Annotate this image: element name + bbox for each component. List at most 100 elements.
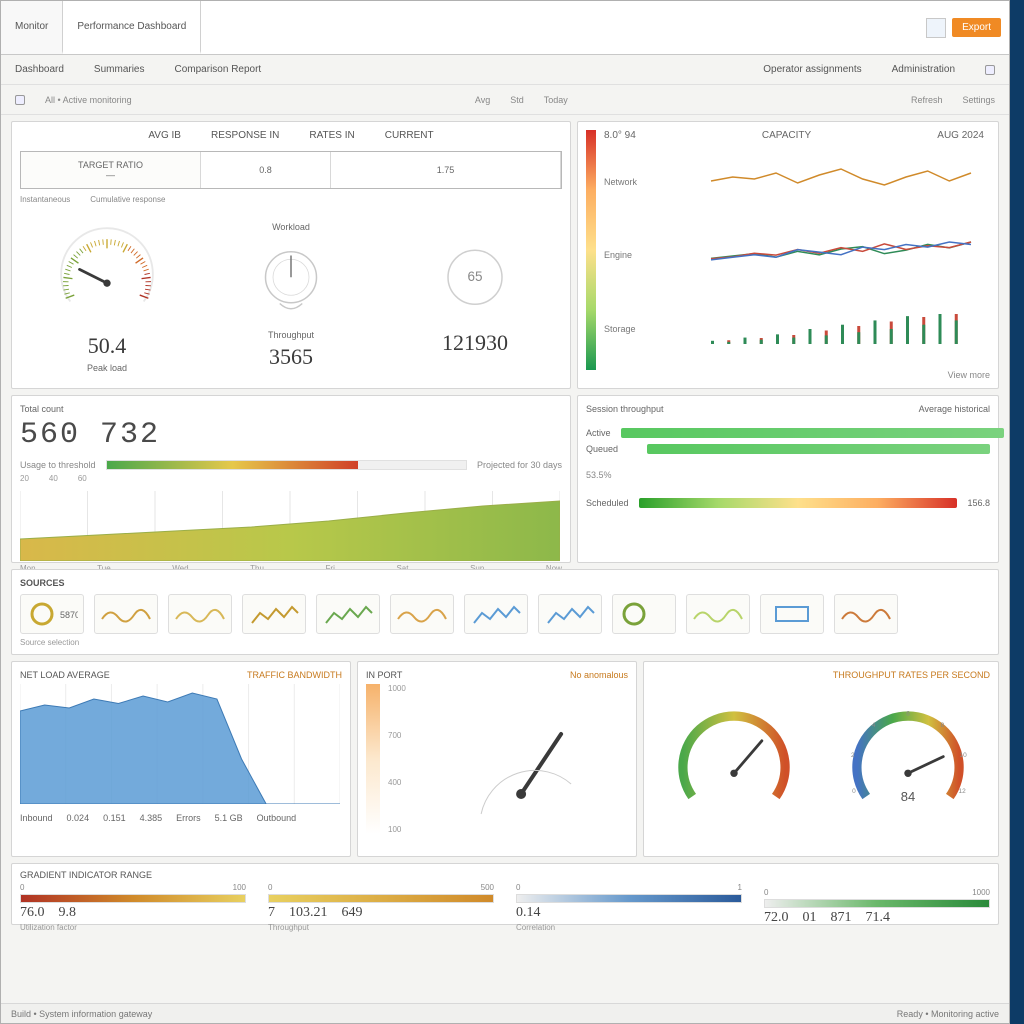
toolbar-item-dashboard[interactable]: Dashboard <box>15 64 64 75</box>
toolbar-operator[interactable]: Operator assignments <box>763 64 861 75</box>
gauge-workload <box>246 236 336 326</box>
source-thumb-1[interactable] <box>94 594 158 634</box>
target-input-row: TARGET RATIO— 0.8 1.75 <box>20 151 562 189</box>
subtoolbar-refresh[interactable]: Refresh <box>911 95 943 105</box>
sources-title: SOURCES <box>20 578 990 588</box>
threshold-bar <box>106 460 467 470</box>
source-thumb-11[interactable] <box>834 594 898 634</box>
sparkline-2: Storage <box>604 312 990 346</box>
gauge-load-footer: Peak load <box>87 363 127 373</box>
session-panel: Session throughput Average historical Ac… <box>577 395 999 563</box>
sparkline-0: Network <box>604 165 990 199</box>
gradient-cell-1: 0500 7103.21649 Throughput <box>268 883 494 932</box>
toolbar-admin[interactable]: Administration <box>892 64 955 75</box>
source-thumb-4[interactable] <box>316 594 380 634</box>
tab-dashboard[interactable]: Performance Dashboard <box>63 1 201 54</box>
sparkline-1: Engine <box>604 238 990 272</box>
legend-60: 60 <box>78 474 87 483</box>
target-val-1[interactable]: 0.8 <box>201 152 331 188</box>
r1r-c: AUG 2024 <box>937 130 984 141</box>
sparkline-panel: 8.0° 94 CAPACITY AUG 2024 NetworkEngineS… <box>577 121 999 389</box>
subtoolbar-settings[interactable]: Settings <box>962 95 995 105</box>
gauge-2-title: Workload <box>272 222 310 232</box>
grad-right: 156.8 <box>967 498 990 508</box>
source-thumb-10[interactable] <box>760 594 824 634</box>
source-thumb-2[interactable] <box>168 594 232 634</box>
r2r-a: Session throughput <box>586 404 664 414</box>
r4b-right: No anomalous <box>570 670 628 680</box>
gauge-panel: AVG IB RESPONSE IN RATES IN CURRENT TARG… <box>11 121 571 389</box>
port-panel: IN PORT No anomalous 1000700400100 <box>357 661 637 857</box>
legend-40: 40 <box>49 474 58 483</box>
toolbar-item-report[interactable]: Comparison Report <box>175 64 262 75</box>
r4a-title-l: NET LOAD AVERAGE <box>20 670 110 680</box>
gauge-2-sub: Throughput <box>268 330 314 340</box>
subtoolbar-avg[interactable]: Avg <box>475 95 490 105</box>
svg-text:5870: 5870 <box>60 610 78 620</box>
export-button[interactable]: Export <box>952 18 1001 37</box>
rate-gauge-1 <box>669 699 799 829</box>
tab-monitor[interactable]: Monitor <box>1 1 63 54</box>
gauge-load-value: 50.4 <box>88 333 127 359</box>
target-sub: — <box>106 170 115 180</box>
sources-panel: SOURCES 5870 Source selection <box>11 569 999 655</box>
status-right: Ready • Monitoring active <box>897 1009 999 1019</box>
source-thumb-5[interactable] <box>390 594 454 634</box>
source-thumb-7[interactable] <box>538 594 602 634</box>
filter-icon[interactable] <box>15 95 25 105</box>
session-row-0: Active <box>586 428 990 438</box>
r4a-title-r: TRAFFIC BANDWIDTH <box>247 670 342 680</box>
source-thumb-3[interactable] <box>242 594 306 634</box>
source-thumb-0[interactable]: 5870 <box>20 594 84 634</box>
r1r-a: 8.0° 94 <box>604 130 636 141</box>
gauge-3-value: 121930 <box>442 330 508 356</box>
r1-head-c: RATES IN <box>309 130 354 141</box>
gradient-cell-2: 01 0.14 Correlation <box>516 883 742 932</box>
svg-text:8: 8 <box>941 722 945 729</box>
source-thumb-8[interactable] <box>612 594 676 634</box>
r5-title: GRADIENT INDICATOR RANGE <box>20 870 990 880</box>
toolbar-item-summaries[interactable]: Summaries <box>94 64 145 75</box>
toolbar: Dashboard Summaries Comparison Report Op… <box>1 55 1009 85</box>
small-label-1: Instantaneous <box>20 195 70 204</box>
progress-right: Projected for 30 days <box>477 460 562 470</box>
netload-chart <box>20 684 340 804</box>
grid-icon[interactable] <box>985 65 995 75</box>
port-scale <box>366 684 380 834</box>
subtoolbar-today[interactable]: Today <box>544 95 568 105</box>
r4c-title: THROUGHPUT RATES PER SECOND <box>833 670 990 680</box>
svg-text:2: 2 <box>851 752 855 759</box>
view-more-link[interactable]: View more <box>604 370 990 380</box>
target-val-2[interactable]: 1.75 <box>331 152 561 188</box>
window-icon[interactable] <box>926 18 946 38</box>
svg-text:65: 65 <box>467 269 482 284</box>
sel-label: 53.5% <box>586 470 990 480</box>
svg-text:0: 0 <box>852 788 856 795</box>
svg-text:84: 84 <box>901 789 915 804</box>
gradient-cell-0: 0100 76.09.8 Utilization factor <box>20 883 246 932</box>
r4b-title: IN PORT <box>366 670 402 680</box>
gradient-range-panel: GRADIENT INDICATOR RANGE 0100 76.09.8 Ut… <box>11 863 999 925</box>
gradient-indicator <box>639 498 958 508</box>
legend-20: 20 <box>20 474 29 483</box>
grad-left: Scheduled <box>586 498 629 508</box>
r1-head-d: CURRENT <box>385 130 434 141</box>
rates-panel: THROUGHPUT RATES PER SECOND <box>643 661 999 857</box>
titlebar: Monitor Performance Dashboard Export <box>1 1 1009 55</box>
svg-text:6: 6 <box>906 711 910 718</box>
subtoolbar-std[interactable]: Std <box>510 95 524 105</box>
netload-panel: NET LOAD AVERAGE TRAFFIC BANDWIDTH Inbou… <box>11 661 351 857</box>
total-value: 560 732 <box>20 418 562 452</box>
gauge-load <box>52 219 162 329</box>
gauge-2-value: 3565 <box>269 344 313 370</box>
heat-scale <box>586 130 596 370</box>
area-chart <box>20 491 560 561</box>
gauge-count: 65 <box>430 236 520 326</box>
source-thumb-6[interactable] <box>464 594 528 634</box>
gradient-cell-3: 01000 72.00187171.4 <box>764 888 990 928</box>
source-thumb-9[interactable] <box>686 594 750 634</box>
status-bar: Build • System information gateway Ready… <box>1 1003 1009 1023</box>
port-gauge <box>414 684 628 834</box>
svg-text:10: 10 <box>960 752 968 759</box>
sources-sub: Source selection <box>20 638 990 647</box>
